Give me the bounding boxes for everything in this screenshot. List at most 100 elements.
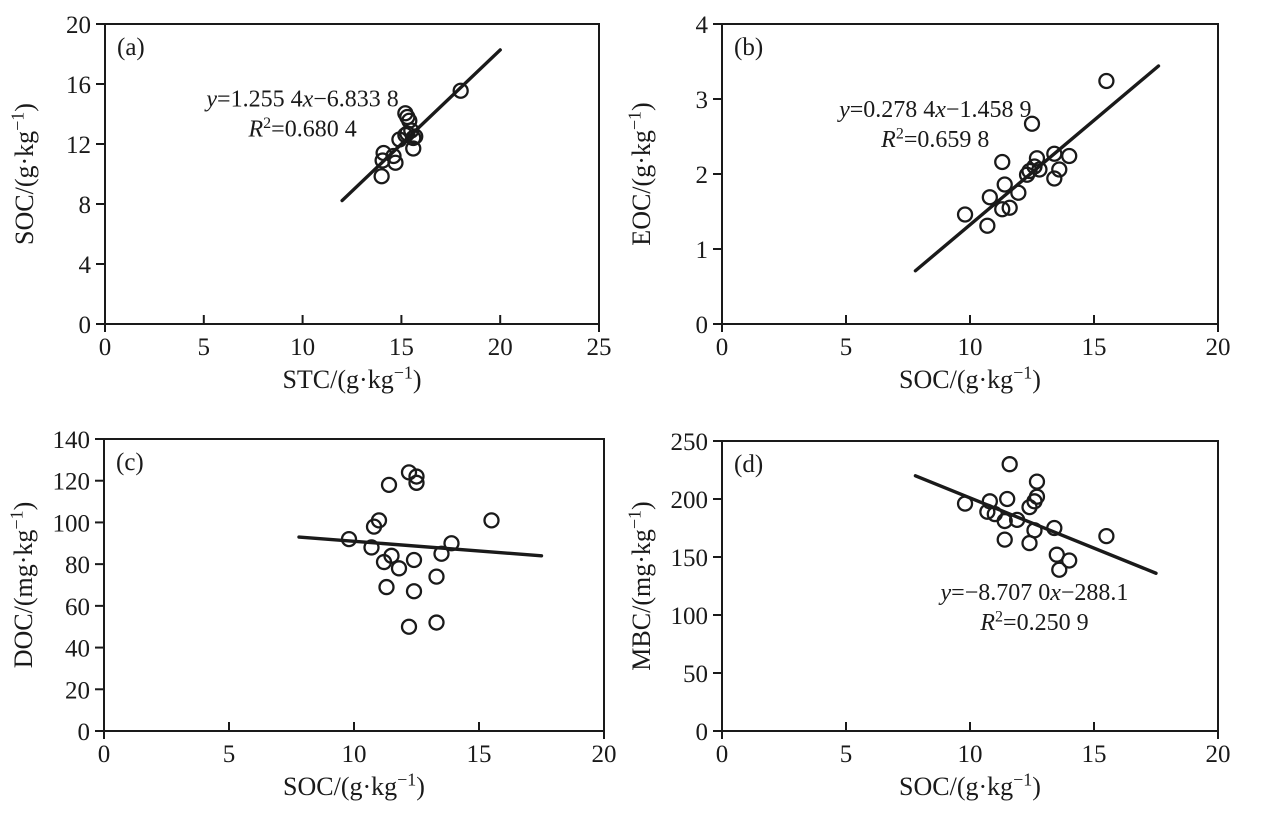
- y-tick-label: 4: [696, 12, 709, 39]
- panel-letter: (d): [734, 451, 763, 478]
- x-tick-label: 10: [958, 741, 983, 768]
- panel-d: 0 5 10 15 20050100150200250SOC/(g·kg−1)MBC/(…: [625, 429, 1231, 801]
- y-tick-label: 120: [53, 469, 91, 496]
- equation-text: y=1.255 4x−6.833 8: [204, 87, 398, 113]
- y-axis-label: MBC/(mg·kg−1): [625, 501, 656, 670]
- x-tick-label: 0: [99, 334, 112, 361]
- plot-border: [721, 23, 1219, 325]
- y-tick-label: 4: [79, 252, 92, 279]
- data-point: [996, 176, 1013, 193]
- data-point: [405, 583, 423, 600]
- data-point: [1051, 561, 1068, 578]
- x-tick-label: 0: [716, 334, 729, 361]
- x-axis-label: SOC/(g·kg−1): [283, 770, 425, 801]
- r-squared-text: R2=0.250 9: [979, 608, 1088, 636]
- trend-line: [340, 48, 502, 203]
- x-tick-label: 20: [488, 334, 513, 361]
- x-tick-label: 20: [1206, 741, 1231, 768]
- data-point: [1023, 115, 1041, 132]
- x-tick-label: 5: [223, 741, 236, 768]
- data-point: [996, 531, 1013, 548]
- y-tick-label: 80: [65, 552, 90, 579]
- x-tick-label: 0: [98, 741, 111, 768]
- data-point: [390, 560, 408, 577]
- data-point: [483, 512, 500, 529]
- panel-b: 0 5 10 15 20 0 1 2 3 4 SOC/(g·kg−1) EOC/(g·kg−1) (b)…: [625, 12, 1231, 394]
- data-point: [405, 140, 422, 157]
- y-tick-label: 100: [53, 510, 91, 537]
- x-tick-label: 10: [342, 741, 367, 768]
- y-tick-label: 50: [683, 661, 708, 688]
- y-tick-label: 20: [66, 12, 91, 39]
- x-axis-label: STC/(g·kg−1): [282, 363, 421, 394]
- x-tick-label: 15: [1082, 334, 1107, 361]
- panel-letter: (a): [117, 34, 145, 61]
- data-point: [979, 217, 996, 234]
- panel-letter: (b): [734, 34, 763, 61]
- data-point: [400, 618, 418, 635]
- r-squared-text: R2=0.680 4: [247, 115, 356, 143]
- data-point: [1028, 150, 1046, 167]
- y-tick-label: 1: [696, 237, 709, 264]
- x-tick-label: 5: [840, 334, 853, 361]
- data-point: [1046, 145, 1063, 162]
- data-point: [994, 153, 1011, 171]
- y-tick-label: 40: [65, 636, 90, 663]
- x-tick-label: 20: [592, 741, 617, 768]
- y-tick-label: 0: [696, 719, 709, 746]
- y-axis-label: EOC/(g·kg−1): [625, 102, 656, 245]
- x-tick-label: 10: [958, 334, 983, 361]
- x-tick-label: 0: [716, 741, 729, 768]
- data-point: [452, 82, 469, 99]
- y-tick-label: 16: [66, 72, 91, 99]
- y-tick-label: 20: [65, 677, 90, 704]
- plot-border: [104, 23, 600, 325]
- data-point: [981, 189, 998, 206]
- y-tick-label: 3: [696, 87, 709, 114]
- x-tick-label: 25: [587, 334, 612, 361]
- y-tick-label: 60: [65, 594, 90, 621]
- data-point: [363, 539, 380, 556]
- data-point: [380, 476, 398, 494]
- plot-border: [103, 438, 605, 732]
- data-point: [1021, 162, 1038, 180]
- data-point: [408, 468, 425, 485]
- data-point: [1001, 199, 1018, 216]
- data-point: [996, 512, 1013, 530]
- data-point: [1001, 456, 1018, 473]
- data-point: [956, 206, 974, 223]
- data-point: [383, 547, 400, 564]
- equation-text: y=0.278 4x−1.458 9: [837, 97, 1031, 123]
- y-tick-label: 150: [671, 545, 709, 572]
- y-tick-label: 0: [696, 312, 709, 339]
- x-tick-label: 15: [467, 741, 492, 768]
- data-point: [428, 614, 445, 631]
- data-point: [1031, 161, 1048, 178]
- x-axis-label: SOC/(g·kg−1): [899, 770, 1041, 801]
- y-axis-label: DOC/(mg·kg−1): [7, 502, 38, 669]
- y-tick-label: 0: [79, 312, 92, 339]
- data-point: [1051, 161, 1068, 178]
- x-tick-label: 15: [1082, 741, 1107, 768]
- data-point: [1098, 72, 1115, 90]
- y-tick-label: 2: [696, 162, 709, 189]
- data-point: [387, 154, 404, 171]
- data-point: [378, 578, 395, 596]
- data-point: [373, 168, 390, 185]
- x-tick-label: 20: [1206, 334, 1231, 361]
- x-axis-label: SOC/(g·kg−1): [899, 363, 1041, 394]
- data-point: [370, 512, 388, 529]
- equation-text: y=−8.707 0x−288.1: [939, 580, 1129, 606]
- data-point: [428, 568, 445, 585]
- data-point: [1046, 170, 1063, 187]
- trend-line: [913, 64, 1161, 273]
- data-point: [994, 201, 1011, 218]
- x-tick-label: 5: [840, 741, 853, 768]
- trend-line: [297, 535, 544, 558]
- x-tick-label: 10: [290, 334, 315, 361]
- data-point: [1028, 473, 1046, 490]
- y-tick-label: 12: [66, 132, 91, 159]
- data-point: [1028, 488, 1046, 505]
- data-point: [1061, 147, 1078, 165]
